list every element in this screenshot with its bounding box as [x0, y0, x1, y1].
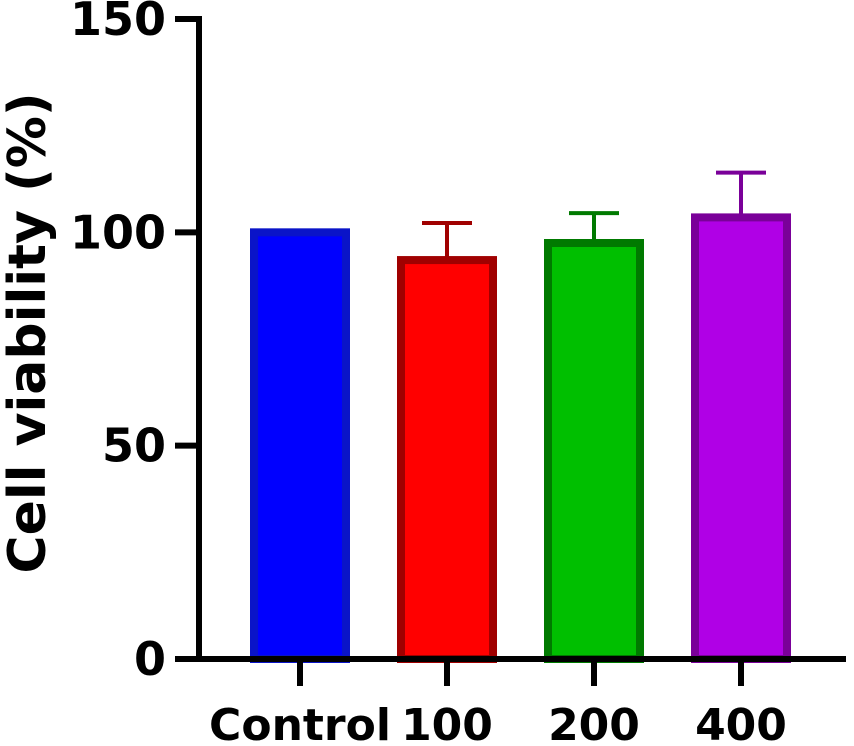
bar-200 — [544, 239, 644, 663]
y-tick-label: 100 — [70, 205, 166, 259]
bar-400 — [691, 213, 791, 663]
x-tick-label: 100 — [401, 700, 493, 746]
x-axis-ticks: Control 100 200 400 — [209, 659, 787, 746]
bar-100 — [397, 256, 497, 663]
bars-group — [250, 170, 791, 663]
y-tick-label: 0 — [134, 632, 166, 686]
bar-control — [250, 228, 350, 663]
x-tick-label: Control — [209, 700, 391, 746]
x-tick-label: 200 — [548, 700, 640, 746]
y-axis-ticks: 0 50 100 150 — [70, 0, 199, 686]
y-axis-label: Cell viability (%) — [0, 92, 58, 573]
y-tick-label: 150 — [70, 0, 166, 46]
y-tick-label: 50 — [102, 419, 166, 473]
x-tick-label: 400 — [695, 700, 787, 746]
